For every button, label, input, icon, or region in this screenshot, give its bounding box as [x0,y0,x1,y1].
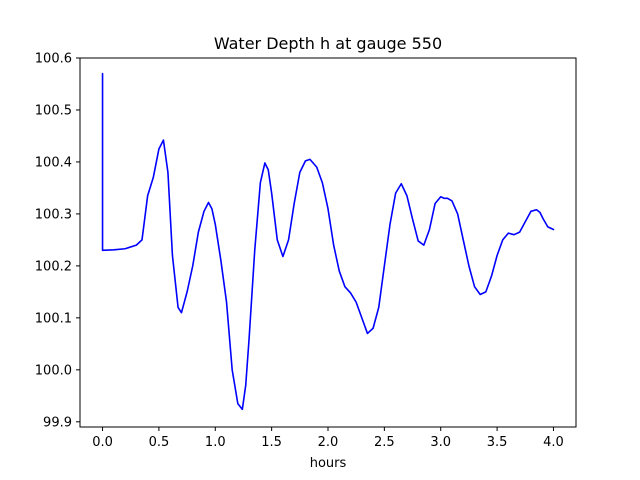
y-tick-label: 100.4 [35,155,72,170]
y-axis: 99.9 100.0 100.1 100.2 100.3 100.4 100.5 100.6 [35,52,80,430]
x-tick-label: 4.0 [543,435,564,450]
x-tick-label: 3.0 [430,435,451,450]
y-tick-label: 100.2 [35,259,72,274]
x-tick-label: 0.0 [92,435,113,450]
x-axis-label: hours [310,456,347,471]
x-tick-label: 1.0 [205,435,226,450]
y-tick-label: 99.9 [43,415,72,430]
y-tick-label: 100.0 [35,363,72,378]
y-tick-label: 100.5 [35,103,72,118]
x-tick-label: 1.5 [261,435,282,450]
y-tick-label: 100.3 [35,207,72,222]
x-axis: 0.0 0.5 1.0 1.5 2.0 2.5 3.0 3.5 4.0 [92,427,564,450]
series-line-0 [101,72,555,411]
x-tick-label: 0.5 [149,435,170,450]
chart-title: Water Depth h at gauge 550 [214,34,442,53]
x-tick-label: 3.5 [487,435,508,450]
x-tick-label: 2.5 [374,435,395,450]
plot-content [101,72,555,411]
x-tick-label: 2.0 [318,435,339,450]
y-tick-label: 100.1 [35,311,72,326]
y-tick-label: 100.6 [35,52,72,67]
